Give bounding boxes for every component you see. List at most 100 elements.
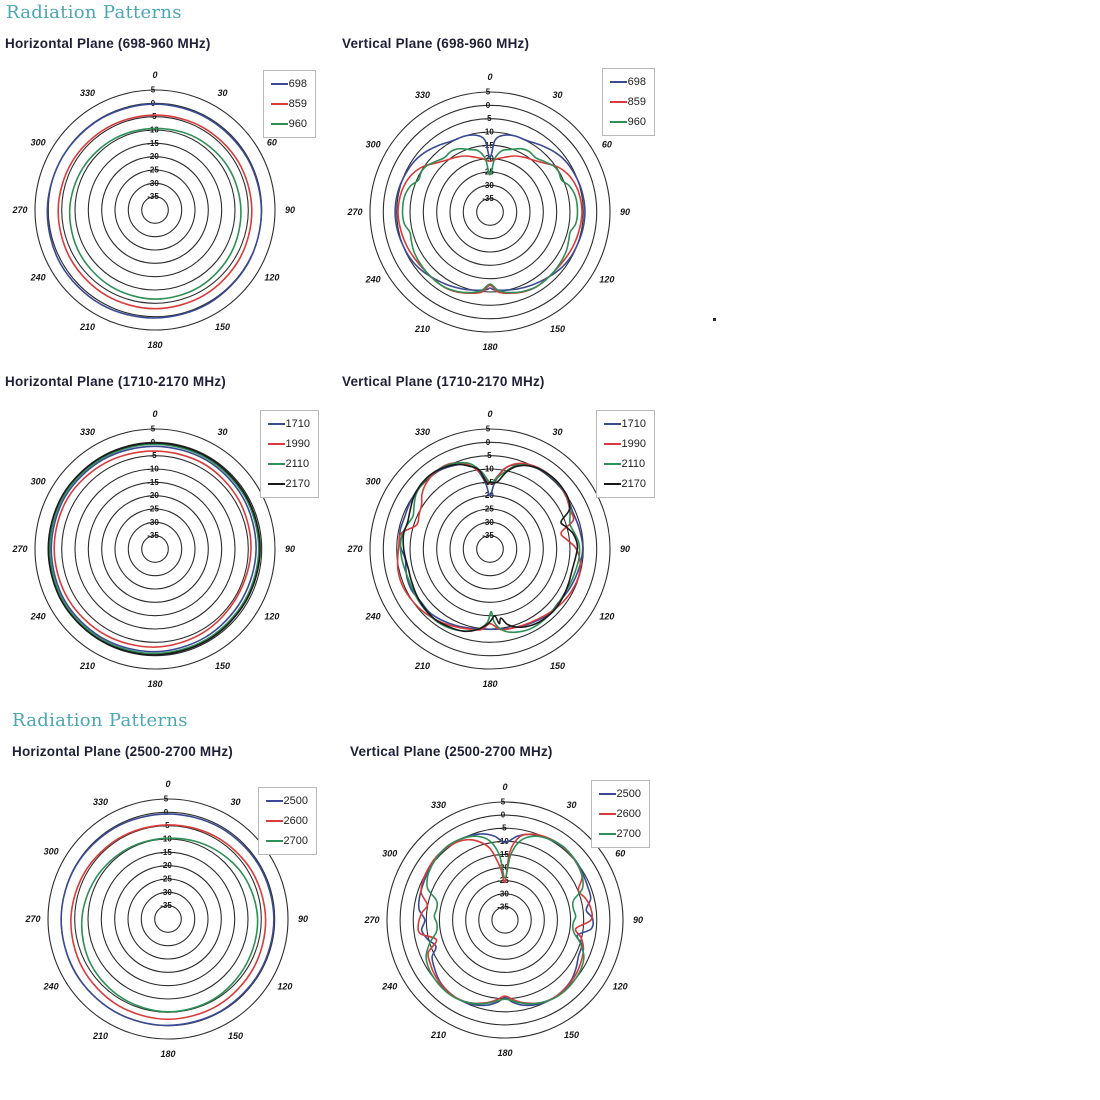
grid-ring [436, 158, 544, 266]
angle-label: 180 [497, 1048, 512, 1058]
legend-line-swatch [265, 840, 283, 842]
legend-item-2170: 2170 [267, 474, 310, 494]
ring-label: -5 [484, 114, 492, 123]
legend-item-859: 859 [270, 94, 307, 114]
series-line-859 [397, 155, 583, 295]
ring-label: -35 [482, 194, 494, 203]
legend-label: 2110 [285, 458, 310, 470]
angle-label: 240 [365, 275, 381, 285]
ring-label: -5 [149, 112, 157, 121]
angle-label: 210 [430, 1030, 446, 1040]
chart-block-vertical-1710: Vertical Plane (1710-2170 MHz) 030609012… [342, 374, 656, 696]
ring-label: -15 [160, 848, 172, 857]
legend-line-swatch [270, 103, 288, 105]
grid-ring [74, 468, 236, 630]
chart-block-vertical-2500: Vertical Plane (2500-2700 MHz) 0 30 60 90 12… [350, 744, 664, 1066]
angle-label: 30 [552, 90, 562, 100]
legend-line-swatch [603, 463, 621, 465]
grid-ring [462, 521, 518, 577]
legend: 1710 1990 2110 2170 [259, 410, 319, 498]
legend-item-1990: 1990 [267, 434, 310, 454]
ring-label: -35 [147, 531, 159, 540]
ring-label: -20 [497, 863, 509, 872]
grid-ring [438, 853, 572, 987]
legend-label: 1710 [621, 418, 646, 430]
series-line-1710 [398, 463, 584, 631]
angle-label: 210 [414, 324, 430, 334]
section-heading-2: Radiation Patterns [12, 710, 188, 731]
ring-label: 0 [486, 438, 491, 447]
legend-label: 859 [627, 96, 646, 108]
grid-ring [449, 171, 531, 253]
grid-ring [127, 521, 183, 577]
chart-title: Vertical Plane (2500-2700 MHz) [350, 744, 553, 759]
angle-label: 330 [415, 90, 430, 100]
angle-label: 0 [152, 70, 157, 80]
polar-plot-canvas: 030609012015018021024027030033050-5-10-1… [346, 409, 630, 689]
polar-chart-vertical-1710: 030609012015018021024027030033050-5-10-1… [342, 396, 656, 696]
angle-label: 300 [31, 477, 46, 487]
series-line-2110 [48, 443, 260, 655]
legend-line-swatch [603, 423, 621, 425]
ring-label: 0 [486, 101, 491, 110]
grid-ring [140, 891, 196, 947]
series-line-2600 [70, 824, 267, 1021]
grid-ring [87, 142, 223, 278]
ring-label: -15 [482, 141, 494, 150]
ring-label: -15 [147, 478, 159, 487]
grid-ring [422, 144, 558, 280]
series-line-1710 [50, 445, 257, 653]
angle-label: 300 [366, 477, 381, 487]
angle-label: 90 [633, 915, 643, 925]
ring-label: -20 [147, 152, 159, 161]
legend-item-2700: 2700 [598, 824, 641, 844]
angle-label: 210 [79, 661, 95, 671]
angle-label: 240 [30, 273, 46, 283]
legend-label: 2600 [616, 808, 641, 820]
polar-chart-vertical-698: 0 30 60 90 120 150 180 210 240 270 300 330 5 0 -5 -10 -1… [342, 58, 656, 358]
legend-item-1710: 1710 [267, 414, 310, 434]
chart-block-horizontal-698: Horizontal Plane (698-960 MHz) 0 30 60 90 12… [5, 36, 319, 358]
ring-label: -25 [147, 505, 159, 514]
angle-label: 300 [366, 140, 381, 150]
polar-chart-horizontal-698: 0 30 60 90 120 150 180 210 240 270 300 330 5 0 -5 -10 -1… [5, 58, 319, 358]
angle-label: 180 [482, 342, 497, 352]
angle-label: 180 [160, 1049, 175, 1059]
angle-label: 60 [615, 849, 625, 859]
angle-label: 0 [502, 782, 507, 792]
grid-ring [47, 798, 289, 1040]
angle-label: 300 [382, 849, 397, 859]
ring-label: -10 [482, 465, 494, 474]
legend-item-2500: 2500 [598, 784, 641, 804]
legend-item-698: 698 [270, 74, 307, 94]
ring-label: -30 [482, 181, 494, 190]
angle-label: 30 [566, 800, 576, 810]
angle-label: 30 [217, 427, 227, 437]
legend: 698 859 960 [601, 68, 655, 136]
angle-label: 210 [414, 661, 430, 671]
angle-label: 180 [147, 340, 162, 350]
series-line-2600 [417, 833, 594, 1005]
angle-label: 270 [11, 544, 27, 554]
chart-title: Vertical Plane (1710-2170 MHz) [342, 374, 545, 389]
ring-label: -30 [147, 179, 159, 188]
angle-label: 270 [11, 205, 27, 215]
ring-label: 5 [151, 86, 156, 95]
legend-line-swatch [598, 833, 616, 835]
ring-label: -30 [497, 889, 509, 898]
legend-line-swatch [609, 121, 627, 123]
legend-item-2170: 2170 [603, 474, 646, 494]
legend-item-2110: 2110 [603, 454, 646, 474]
ring-label: -15 [147, 139, 159, 148]
angle-label: 0 [152, 409, 157, 419]
legend-line-swatch [609, 101, 627, 103]
legend-label: 960 [627, 116, 646, 128]
legend-item-2700: 2700 [265, 831, 308, 851]
legend-item-2110: 2110 [267, 454, 310, 474]
ring-label: -30 [160, 888, 172, 897]
legend-line-swatch [265, 820, 283, 822]
grid-ring [382, 441, 598, 657]
polar-chart-horizontal-2500: 030609012015018021024027030033050-5-10-1… [12, 766, 326, 1066]
ring-label: 5 [501, 798, 506, 807]
